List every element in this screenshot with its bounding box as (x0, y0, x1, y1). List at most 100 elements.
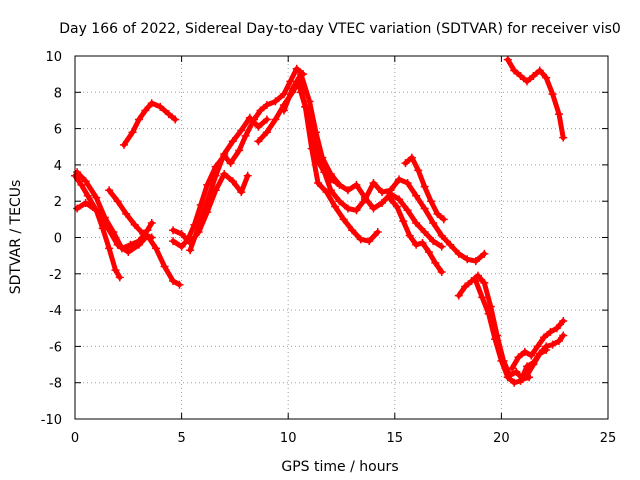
x-tick-label: 10 (280, 431, 297, 446)
series-arc-19 (505, 57, 566, 141)
data-point (522, 77, 531, 86)
data-point (356, 235, 365, 244)
data-point (152, 244, 161, 253)
data-point (352, 206, 361, 215)
series-arc-7 (170, 171, 251, 246)
data-point (320, 168, 329, 177)
data-point (548, 90, 557, 99)
x-tick-label: 25 (600, 431, 617, 446)
data-point (540, 333, 549, 342)
data-point (503, 373, 512, 382)
data-point (559, 331, 568, 340)
data-point (113, 197, 122, 206)
data-point (360, 195, 369, 204)
data-point (186, 246, 195, 255)
data-point (141, 106, 150, 115)
x-axis-label: GPS time / hours (281, 459, 398, 475)
data-point (446, 240, 455, 249)
data-point (134, 115, 143, 124)
chart-title: Day 166 of 2022, Sidereal Day-to-day VTE… (59, 21, 621, 37)
data-point (177, 242, 186, 251)
data-point (463, 255, 472, 264)
data-point (111, 266, 120, 275)
data-point (386, 195, 395, 204)
data-point (81, 199, 90, 208)
data-point (105, 244, 114, 253)
data-point (414, 166, 423, 175)
data-point (559, 316, 568, 325)
data-point (237, 188, 246, 197)
data-point (352, 180, 361, 189)
data-point (542, 342, 551, 351)
data-point (143, 226, 152, 235)
data-point (254, 122, 263, 131)
data-point (296, 88, 305, 97)
data-point (552, 324, 561, 333)
data-point (514, 353, 523, 362)
data-point (365, 237, 374, 246)
data-point (554, 110, 563, 119)
data-point (439, 215, 448, 224)
data-point (160, 262, 169, 271)
data-point (126, 240, 135, 249)
data-point (403, 179, 412, 188)
data-point (83, 191, 92, 200)
data-point (412, 191, 421, 200)
data-point (335, 180, 344, 189)
data-point (292, 64, 301, 73)
x-tick-label: 0 (71, 431, 79, 446)
data-point (211, 171, 220, 180)
data-point (437, 231, 446, 240)
data-point (245, 113, 254, 122)
series-arc-15 (456, 273, 532, 382)
data-point (105, 186, 114, 195)
data-point (117, 244, 126, 253)
data-point (326, 186, 335, 195)
series-arc-8 (187, 115, 270, 253)
data-point (241, 131, 250, 140)
axes: 0 5 10 15 20 25 -10 -8 -6 -4 -2 0 2 4 6 8 10 (41, 50, 617, 446)
y-tick-label: -8 (49, 377, 62, 392)
y-tick-label: 0 (54, 232, 62, 247)
data-point (77, 180, 86, 189)
data-point (73, 204, 82, 213)
data-point (326, 169, 335, 178)
x-tick-label: 20 (493, 431, 510, 446)
data-point (100, 213, 109, 222)
data-point (139, 229, 148, 238)
data-point (305, 97, 314, 106)
data-point (81, 177, 90, 186)
data-point (124, 248, 133, 257)
data-point (510, 378, 519, 387)
data-point (473, 271, 482, 280)
data-point (348, 226, 357, 235)
data-point (177, 229, 186, 238)
data-point (294, 81, 303, 90)
x-tick-label: 5 (177, 431, 185, 446)
data-point (542, 73, 551, 82)
data-point (228, 137, 237, 146)
data-point (405, 231, 414, 240)
data-point (262, 101, 271, 110)
data-point (194, 222, 203, 231)
data-point (535, 66, 544, 75)
data-point (262, 128, 271, 137)
data-point (373, 228, 382, 237)
data-point (522, 371, 531, 380)
data-point (529, 71, 538, 80)
data-point (454, 291, 463, 300)
data-point (305, 115, 314, 124)
data-point (535, 349, 544, 358)
y-axis-label: SDTVAR / TECUs (8, 180, 24, 295)
data-point (407, 153, 416, 162)
data-point (169, 237, 178, 246)
data-point (480, 278, 489, 287)
data-point (418, 238, 427, 247)
data-point (508, 364, 517, 373)
data-point (203, 197, 212, 206)
data-point (503, 55, 512, 64)
data-point (429, 218, 438, 227)
data-point (529, 360, 538, 369)
data-point (386, 186, 395, 195)
data-point (512, 367, 521, 376)
